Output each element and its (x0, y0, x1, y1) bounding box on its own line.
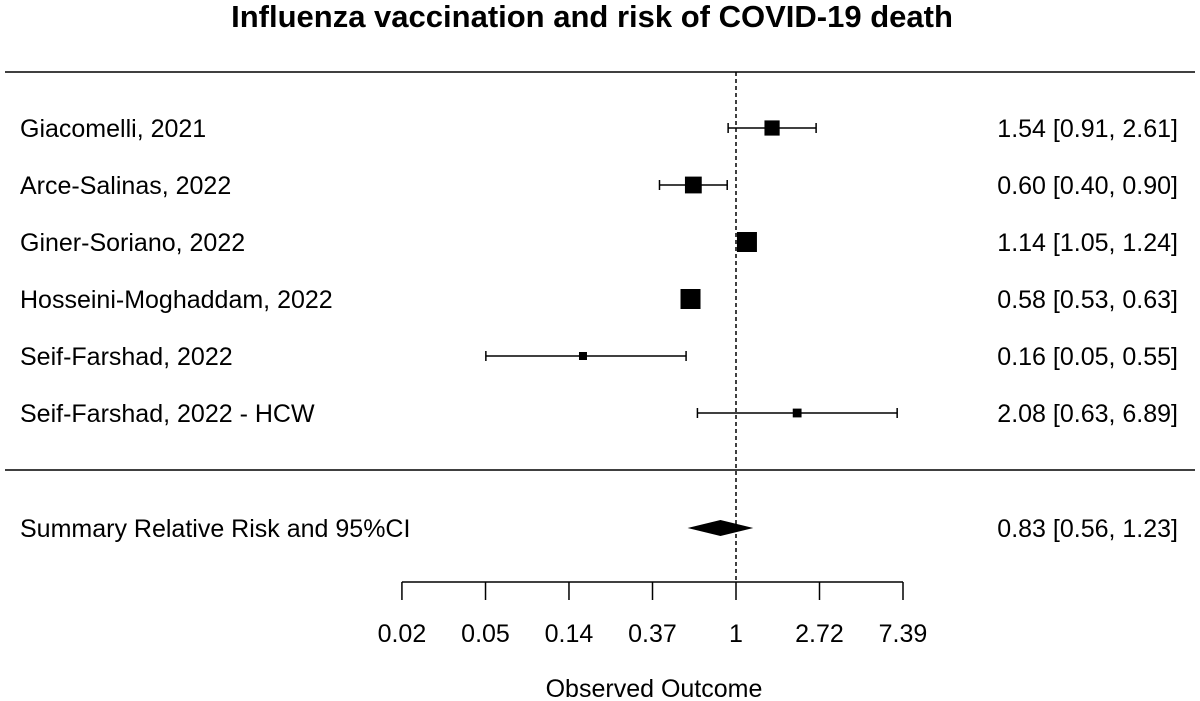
effect-size-text: 2.08 [0.63, 6.89] (997, 400, 1178, 428)
study-row: Seif-Farshad, 2022 0.16 [0.05, 0.55] (20, 343, 1178, 371)
point-estimate (764, 120, 780, 136)
study-row: Arce-Salinas, 2022 0.60 [0.40, 0.90] (20, 172, 1178, 200)
study-row: Hosseini-Moghaddam, 2022 0.58 [0.53, 0.63… (20, 286, 1178, 314)
point-estimate (792, 408, 802, 418)
study-rows: Giacomelli, 2021 1.54 [0.91, 2.61] Arce-Sa… (20, 115, 1178, 428)
tick-label: 7.39 (879, 620, 928, 648)
point-estimate (680, 289, 701, 309)
point-estimate (684, 176, 702, 194)
tick-label: 0.02 (378, 620, 427, 648)
point-estimate (736, 232, 757, 252)
effect-size-text: 0.60 [0.40, 0.90] (997, 172, 1178, 200)
study-label: Giacomelli, 2021 (20, 115, 206, 143)
study-label: Giner-Soriano, 2022 (20, 229, 245, 257)
summary-row: Summary Relative Risk and 95%CI 0.83 [0.5… (20, 515, 1178, 543)
study-label: Seif-Farshad, 2022 - HCW (20, 400, 315, 428)
summary-diamond (687, 520, 754, 536)
summary-label: Summary Relative Risk and 95%CI (20, 515, 410, 543)
tick-label: 2.72 (795, 620, 844, 648)
tick-label: 0.37 (628, 620, 677, 648)
x-axis-label: Observed Outcome (546, 675, 763, 701)
study-label: Seif-Farshad, 2022 (20, 343, 233, 371)
x-axis: 0.02 0.05 0.14 0.37 1 2.72 7.39 (378, 581, 928, 648)
study-label: Hosseini-Moghaddam, 2022 (20, 286, 333, 314)
point-estimate (578, 352, 587, 360)
effect-size-text: 1.14 [1.05, 1.24] (997, 229, 1178, 257)
study-row: Giacomelli, 2021 1.54 [0.91, 2.61] (20, 115, 1178, 143)
tick-label: 0.14 (545, 620, 594, 648)
effect-size-text: 1.54 [0.91, 2.61] (997, 115, 1178, 143)
tick-label: 1 (729, 620, 743, 648)
study-label: Arce-Salinas, 2022 (20, 172, 231, 200)
effect-size-text: 0.16 [0.05, 0.55] (997, 343, 1178, 371)
chart-title: Influenza vaccination and risk of COVID-… (231, 0, 953, 34)
study-row: Seif-Farshad, 2022 - HCW 2.08 [0.63, 6.89… (20, 400, 1178, 428)
study-row: Giner-Soriano, 2022 1.14 [1.05, 1.24] (20, 229, 1178, 257)
summary-effect-text: 0.83 [0.56, 1.23] (997, 515, 1178, 543)
effect-size-text: 0.58 [0.53, 0.63] (997, 286, 1178, 314)
tick-label: 0.05 (461, 620, 510, 648)
